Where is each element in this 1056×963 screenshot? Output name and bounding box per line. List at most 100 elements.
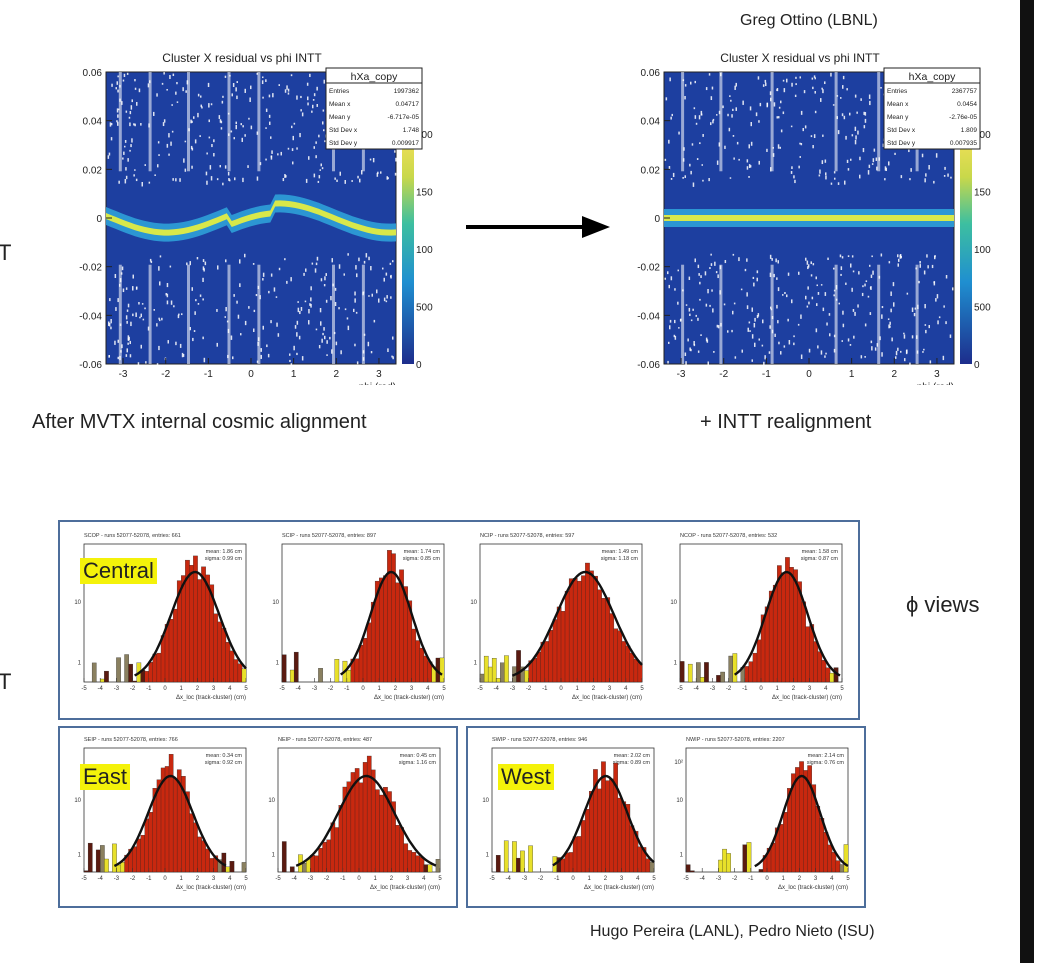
- hist-bar: [201, 566, 206, 683]
- hist-bar: [104, 858, 109, 873]
- hist-bar: [366, 755, 372, 873]
- hist-bar: [609, 778, 614, 873]
- hist-bar: [193, 822, 198, 873]
- hist-bar: [370, 769, 376, 873]
- hist-ncop: NCOP - runs 52077-52078, entries: 532 mea…: [670, 533, 844, 701]
- y-tick-label: 0.04: [641, 117, 661, 128]
- hist-bar: [334, 659, 340, 683]
- hist-bar: [116, 864, 121, 873]
- hist-bar: [645, 858, 651, 873]
- hist-bar: [704, 662, 709, 683]
- hist-bar: [801, 601, 806, 683]
- hist-bar: [132, 680, 138, 683]
- hist-x-tick: -3: [510, 686, 516, 692]
- hist-x-tick: 0: [163, 686, 167, 692]
- hist-x-tick: -4: [700, 876, 706, 882]
- z-tick-label: 200: [974, 130, 991, 141]
- hist-bar: [225, 642, 231, 683]
- phi-views-label: ϕ views: [906, 592, 980, 617]
- hist-bar: [168, 619, 174, 683]
- hist-bar: [326, 839, 332, 873]
- hist-bar: [783, 812, 788, 873]
- hist-x-tick: 2: [390, 876, 394, 882]
- hist-bar: [728, 655, 734, 683]
- hist-bar: [330, 822, 336, 873]
- hist-bar: [128, 663, 133, 683]
- hist-bar: [580, 820, 586, 873]
- hist-y-tick: 1: [276, 661, 280, 667]
- hist-bar: [322, 841, 327, 873]
- hist-x-tick: -1: [146, 686, 152, 692]
- heatmap-title: Cluster X residual vs phi INTT: [720, 51, 880, 65]
- x-axis-label: phi (rad): [359, 382, 396, 385]
- hist-x-tick: -3: [114, 876, 120, 882]
- gaussian-fit: [552, 774, 655, 867]
- hist-bar: [144, 671, 150, 683]
- hist-bar: [221, 628, 227, 683]
- x-tick-label: 2: [892, 369, 898, 380]
- hist-y-tick: 10: [676, 798, 683, 804]
- z-tick-label: 0: [416, 360, 422, 371]
- hist-x-tick: -1: [742, 686, 748, 692]
- hist-seip: SEIP - runs 52077-52078, entries: 766 mea…: [74, 737, 248, 891]
- hist-bar: [813, 641, 819, 683]
- hist-bar: [744, 666, 750, 683]
- hist-x-tick: 3: [212, 686, 216, 692]
- hist-bar: [100, 845, 105, 873]
- hist-y-tick: 10: [670, 600, 677, 606]
- hist-bar: [435, 859, 441, 873]
- z-tick-label: 100: [416, 245, 433, 256]
- hist-sigma: sigma: 0.89 cm: [613, 760, 651, 766]
- hist-y-tick: 1: [674, 661, 678, 667]
- central-panel: [58, 520, 860, 720]
- hist-bar: [637, 662, 643, 683]
- hist-x-tick: -3: [716, 876, 722, 882]
- hist-bar: [213, 613, 219, 683]
- hist-x-tick: 0: [559, 686, 563, 692]
- stats-key: Std Dev y: [329, 140, 358, 147]
- hist-mean: mean: 1.49 cm: [602, 549, 639, 555]
- hist-bar: [512, 841, 517, 873]
- hist-bar: [132, 846, 138, 873]
- hist-y-tick: 10: [74, 798, 81, 804]
- hist-x-tick: -1: [554, 876, 560, 882]
- stats-value: 0.009917: [392, 140, 419, 147]
- hist-x-tick: 3: [814, 876, 818, 882]
- hist-title: NCOP - runs 52077-52078, entries: 532: [680, 533, 777, 539]
- y-tick-label: 0.04: [83, 117, 103, 128]
- hist-x-tick: 4: [824, 686, 828, 692]
- hist-bar: [407, 850, 413, 873]
- hist-x-tick: 5: [640, 686, 644, 692]
- hist-bar: [379, 794, 384, 873]
- hist-scop: SCOP - runs 52077-52078, entries: 661 mea…: [74, 533, 248, 701]
- hist-bar: [100, 678, 105, 683]
- hist-bar: [803, 770, 808, 873]
- hist-bar: [140, 835, 146, 873]
- hist-x-tick: -2: [538, 876, 544, 882]
- hist-x-tick: -4: [98, 686, 104, 692]
- hist-bar: [87, 842, 93, 873]
- hist-x-tick: -5: [81, 686, 87, 692]
- hist-swip: SWIP - runs 52077-52078, entries: 946 mea…: [482, 737, 656, 891]
- hist-bar: [629, 652, 635, 683]
- y-tick-label: -0.06: [637, 360, 660, 371]
- hist-bar: [358, 644, 364, 683]
- hist-bar: [164, 766, 170, 873]
- hist-x-tick: -5: [683, 876, 689, 882]
- hist-mean: mean: 2.14 cm: [808, 753, 845, 759]
- hist-bar: [568, 578, 574, 683]
- stats-key: Mean y: [887, 114, 909, 121]
- hist-y-tick: 1: [78, 661, 82, 667]
- y-tick-label: -0.04: [637, 311, 660, 322]
- hist-bar: [613, 762, 618, 873]
- x-tick-label: -3: [119, 369, 128, 380]
- hist-bar: [827, 844, 833, 873]
- hist-sigma: sigma: 0.87 cm: [801, 556, 839, 562]
- hist-bar: [572, 836, 578, 873]
- hist-bar: [387, 550, 392, 683]
- hist-x-tick: 0: [357, 876, 361, 882]
- stats-key: Std Dev x: [887, 127, 916, 134]
- hist-bar: [689, 870, 695, 873]
- hist-x-tick: 0: [571, 876, 575, 882]
- hist-bar: [700, 677, 705, 683]
